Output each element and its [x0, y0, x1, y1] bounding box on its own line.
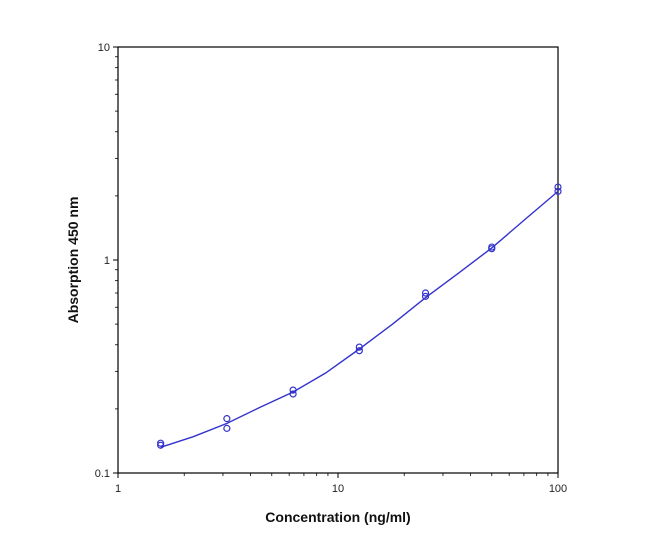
data-point: [157, 439, 165, 447]
data-point: [289, 390, 297, 398]
data-point: [223, 424, 231, 432]
x-tick-label: 100: [549, 483, 567, 495]
y-axis-ticks: 0.1 1 10: [95, 42, 118, 480]
y-tick-label: 10: [98, 42, 110, 54]
x-axis-title: Concentration (ng/ml): [265, 509, 410, 525]
data-point: [157, 441, 165, 449]
fit-curve: [160, 190, 559, 448]
data-point: [223, 415, 231, 423]
data-point: [554, 183, 562, 191]
data-point: [488, 245, 496, 253]
y-tick-label: 1: [104, 255, 110, 267]
data-point: [421, 292, 430, 300]
data-point: [355, 347, 363, 355]
x-tick-label: 10: [332, 483, 344, 495]
data-points: [157, 183, 562, 449]
x-axis-ticks: 1 10 100: [115, 473, 567, 495]
y-axis-title: Absorption 450 nm: [65, 197, 81, 324]
data-point: [355, 343, 363, 351]
data-point: [421, 289, 430, 297]
data-point: [289, 386, 297, 394]
data-point: [554, 187, 562, 195]
y-tick-label: 0.1: [95, 468, 110, 480]
plot-frame: [117, 46, 559, 474]
x-tick-label: 1: [115, 483, 121, 495]
